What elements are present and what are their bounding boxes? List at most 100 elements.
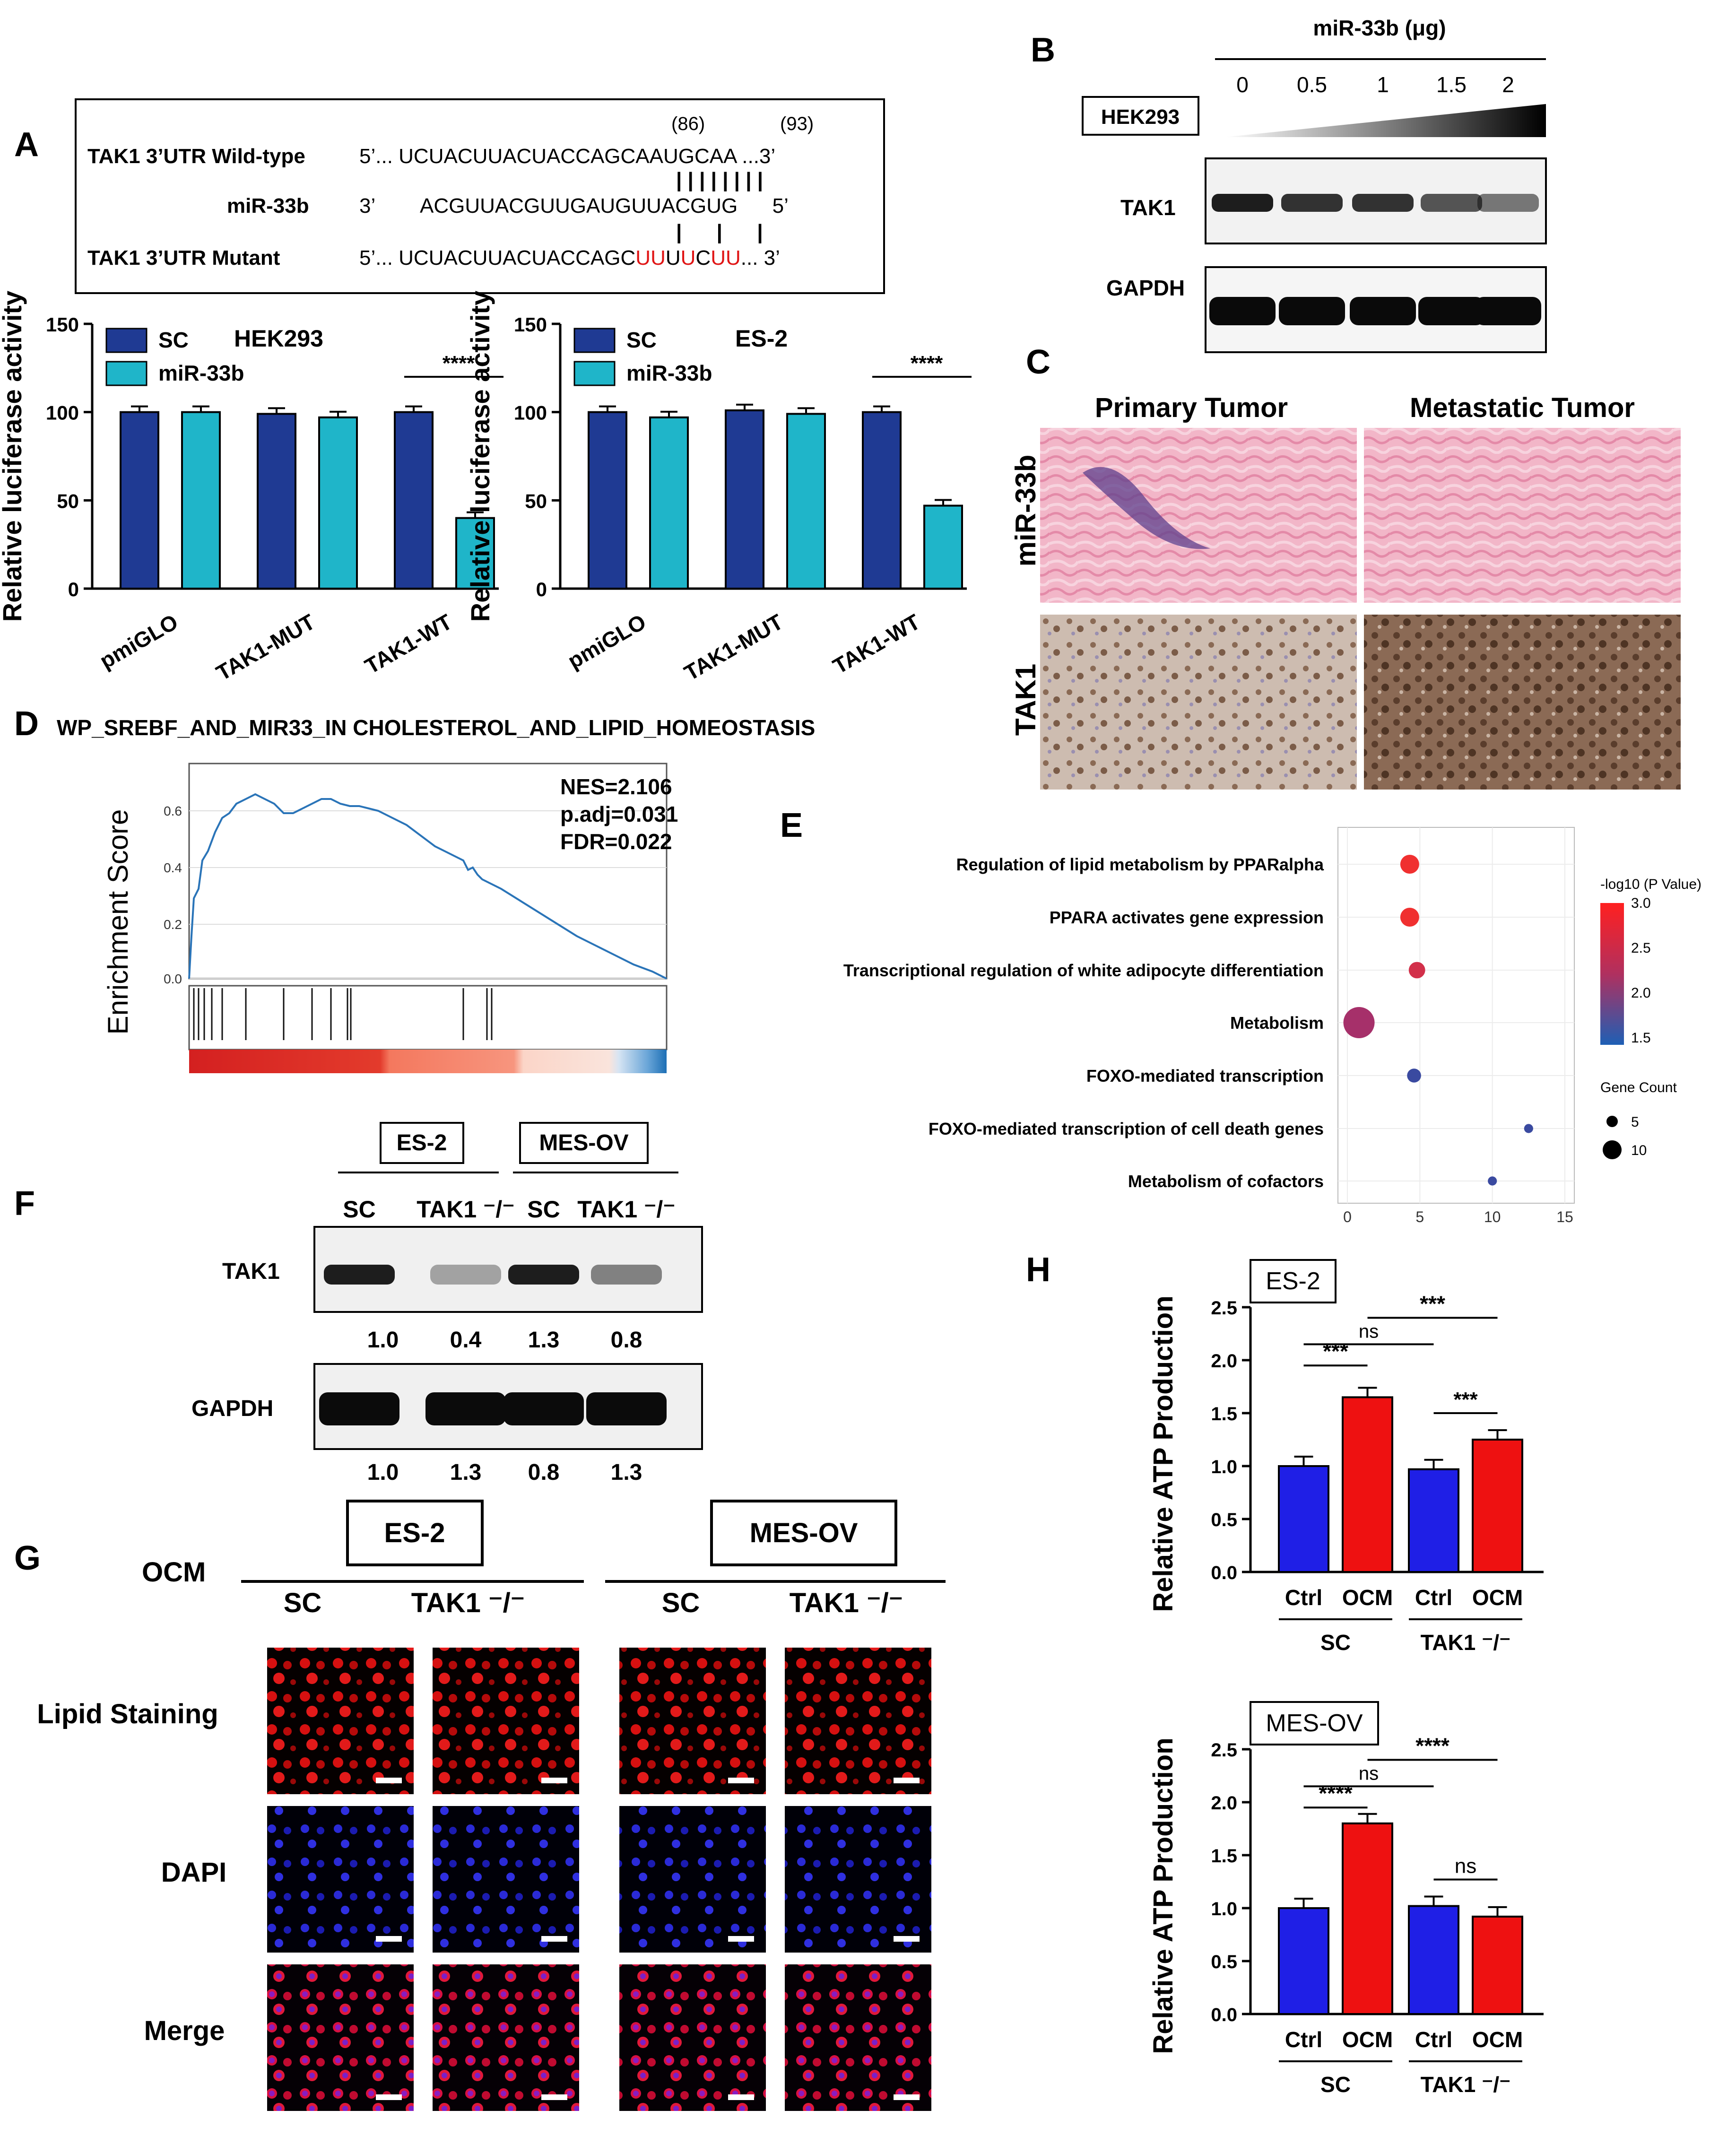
scale-bar: [541, 1936, 567, 1942]
legend-size-tick: 5: [1631, 1114, 1639, 1130]
g-row-label: DAPI: [161, 1857, 227, 1888]
gsea-hit-lines: [193, 988, 493, 1040]
panel-label-b: B: [1031, 31, 1055, 69]
ihc-col2: Metastatic Tumor: [1410, 392, 1635, 423]
x-category-label: OCM: [1342, 1585, 1393, 1610]
gapdh-band: [1418, 297, 1484, 325]
atp-bar: [1342, 1822, 1393, 2015]
scale-bar: [541, 1778, 567, 1783]
g-column-label: SC: [662, 1588, 700, 1618]
y-tick-label: 2.0: [1211, 1793, 1237, 1814]
gapdh-band: [1350, 297, 1416, 325]
y-tick-label: 100: [514, 402, 547, 424]
g-ocm-label: OCM: [142, 1557, 206, 1588]
y-tick-label: 150: [46, 313, 79, 336]
luciferase-chart-es2: 0 50 100 150 Relative luciferase activity pmi…: [465, 291, 972, 685]
fluorescence-image: [619, 1964, 766, 2111]
significance-stars: ****: [443, 352, 475, 375]
scale-bar: [728, 1778, 754, 1783]
pathway-dot: [1343, 1007, 1375, 1038]
legend-swatch-SC: [573, 328, 616, 353]
g-column-label: SC: [284, 1588, 322, 1618]
chart-title-box: [1250, 1701, 1379, 1745]
bar-SC: [394, 411, 434, 590]
dose-label: 1.5: [1436, 72, 1467, 97]
legend-size-title: Gene Count: [1600, 1080, 1677, 1095]
fluorescence-image: [785, 1964, 931, 2111]
tak1-band: [1477, 194, 1539, 212]
dose-label: 0.5: [1297, 72, 1327, 97]
mut-seq-suffix: ... 3’: [741, 246, 780, 269]
fluorescence-image: [619, 1806, 766, 1953]
sig-label: ****: [1415, 1733, 1450, 1758]
gsea-yticks: 0.6 0.4 0.2 0.0: [164, 804, 667, 986]
panel-label-g: G: [14, 1539, 41, 1577]
fluorescence-image: [433, 1964, 579, 2111]
atp-bar: [1278, 1907, 1329, 2015]
bar-SC: [725, 409, 764, 590]
sequence-box: [75, 98, 885, 294]
mut-sequence: 5’... UCUACUUACUACCAGCUUUUCUU... 3’: [359, 246, 780, 269]
tak1-band: [508, 1265, 579, 1285]
mut-seq-mid1: U: [666, 246, 681, 269]
atp-bar: [1408, 1468, 1459, 1573]
ihc-image-metastatic-tak1: [1364, 615, 1681, 790]
legend-size-dot: [1603, 1140, 1622, 1159]
legend-color-tick: 2.0: [1631, 985, 1651, 1001]
ihc-image-primary-tak1: [1040, 615, 1357, 790]
tak1-value: 1.0: [367, 1328, 399, 1353]
y-tick-label: 50: [525, 490, 547, 512]
gapdh-band: [1475, 297, 1541, 325]
pathway-label: FOXO-mediated transcription of cell deat…: [929, 1119, 1324, 1138]
pathway-label: Metabolism of cofactors: [1128, 1172, 1324, 1191]
tak1-band: [1352, 194, 1414, 212]
fluorescence-image: [433, 1648, 579, 1794]
tak1-bands-b: [1212, 194, 1539, 212]
gsea-ytick-label: 0.4: [164, 860, 182, 875]
atp-bar: [1278, 1465, 1329, 1573]
gsea-plot-frame: [188, 763, 668, 980]
chart-title: HEK293: [234, 325, 323, 352]
pathway-dot: [1524, 1124, 1533, 1133]
gapdh-band: [425, 1392, 506, 1425]
y-axis-label: Relative luciferase activity: [0, 291, 27, 622]
significance-stars: ****: [911, 352, 943, 375]
bar-SC: [588, 411, 627, 590]
panel-label-c: C: [1026, 343, 1050, 381]
tak1-bands-f: [324, 1265, 662, 1285]
sig-label: ***: [1420, 1291, 1445, 1316]
sig-label: ns: [1359, 1321, 1379, 1342]
y-tick-label: 0.5: [1211, 1510, 1237, 1530]
y-tick-label: 0: [68, 578, 79, 600]
pathway-dot: [1400, 908, 1419, 927]
y-tick-label: 1.0: [1211, 1899, 1237, 1919]
dose-gradient-ramp: [1224, 104, 1546, 137]
bar-SC: [862, 411, 902, 590]
mut-label: TAK1 3’UTR Mutant: [87, 246, 280, 269]
scale-bar: [728, 2094, 754, 2100]
legend-size-dot: [1606, 1116, 1618, 1127]
y-tick-label: 1.5: [1211, 1404, 1237, 1424]
wt-label: TAK1 3’UTR Wild-type: [87, 145, 305, 168]
bar-miR-33b: [649, 416, 689, 590]
x-category-label: TAK1-WT: [361, 609, 456, 679]
blot-b-row2: GAPDH: [1106, 276, 1185, 300]
panel-label-d: D: [14, 705, 39, 743]
y-tick-label: 0: [536, 578, 547, 600]
gapdh-value: 1.3: [611, 1460, 642, 1485]
tak1-value: 0.8: [611, 1328, 642, 1353]
atp-chart-es2: 0.0 0.5 1.0 1.5 2.0 2.5 Relative ATP Productio…: [1148, 1259, 1544, 1655]
f-group1-box: [380, 1122, 464, 1164]
sig-label: ns: [1359, 1763, 1379, 1784]
ihc-image-primary-mir33b: [1040, 428, 1357, 603]
position-93: (93): [780, 113, 814, 134]
fluorescence-image: [267, 1806, 414, 1953]
legend-color-tick: 2.5: [1631, 940, 1651, 956]
atp-bar: [1472, 1439, 1523, 1573]
tak1-densitometry: 1.0 0.4 1.3 0.8: [367, 1328, 642, 1353]
fluorescence-image: [785, 1806, 931, 1953]
group-label: SC: [1320, 2072, 1351, 2097]
y-tick-label: 2.5: [1211, 1740, 1237, 1761]
g-group1-box: [346, 1500, 484, 1566]
